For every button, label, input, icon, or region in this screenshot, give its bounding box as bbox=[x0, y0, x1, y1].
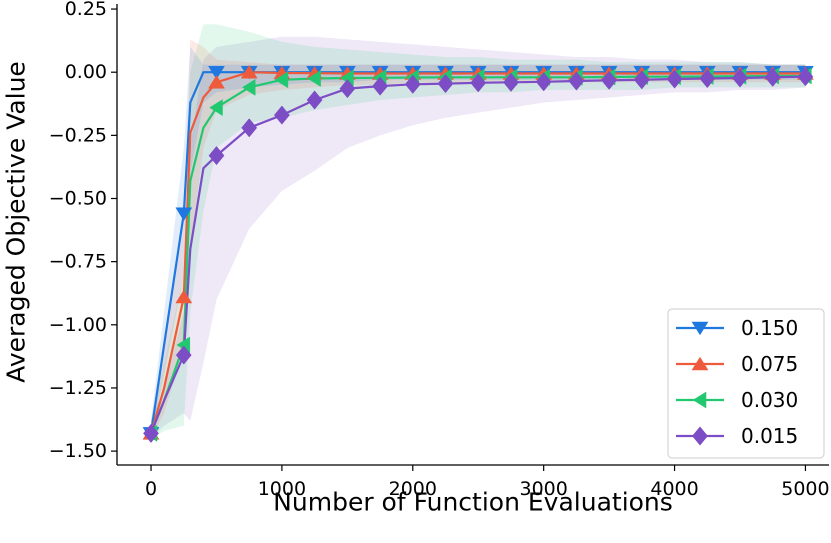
marker-series-0.030-6 bbox=[241, 78, 256, 96]
marker-series-0.015-2 bbox=[175, 345, 192, 365]
y-tick-label-2: −0.25 bbox=[49, 124, 107, 146]
marker-series-0.015-11 bbox=[404, 74, 421, 94]
marker-series-0.075-6 bbox=[240, 64, 258, 79]
x-tick-label-4: 4000 bbox=[650, 478, 698, 500]
y-axis-title: Averaged Objective Value bbox=[2, 61, 31, 383]
x-tick-label-2: 2000 bbox=[389, 478, 437, 500]
legend-box bbox=[667, 308, 825, 459]
marker-series-0.015-16 bbox=[568, 71, 585, 91]
marker-series-0.015-21 bbox=[732, 68, 748, 88]
marker-series-0.015-15 bbox=[535, 72, 552, 92]
marker-series-0.015-10 bbox=[372, 76, 389, 96]
band-series-0.015 bbox=[151, 36, 806, 439]
marker-series-0.015-7 bbox=[273, 105, 290, 125]
marker-series-0.015-14 bbox=[503, 72, 519, 92]
marker-series-0.015-20 bbox=[699, 68, 716, 89]
y-tick-label-0: 0.25 bbox=[65, 0, 107, 20]
y-tick-label-4: −0.75 bbox=[49, 251, 107, 273]
legend-item-0.030: 0.030 bbox=[676, 388, 798, 412]
legend-item-0.150: 0.150 bbox=[676, 316, 798, 340]
marker-series-0.075-5 bbox=[208, 75, 225, 89]
marker-series-0.030-7 bbox=[274, 71, 289, 89]
axis-ticks: 0 1000 2000 3000 4000 5000 0.25 0.00 −0.25 −0.50 −… bbox=[49, 0, 830, 500]
x-tick-label-1: 1000 bbox=[258, 478, 306, 500]
marker-series-0.015-22 bbox=[764, 67, 781, 87]
legend: 0.150 0.075 0.030 0.015 bbox=[667, 308, 825, 459]
legend-label-0.150: 0.150 bbox=[741, 316, 798, 340]
x-axis-title: Number of Function Evaluations bbox=[273, 488, 673, 517]
marker-series-0.015-6 bbox=[241, 118, 258, 138]
marker-series-0.015-19 bbox=[666, 69, 683, 89]
legend-item-0.015: 0.015 bbox=[676, 424, 798, 448]
marker-series-0.015-23 bbox=[797, 67, 814, 87]
band-series-0.030 bbox=[151, 24, 806, 439]
legend-label-0.075: 0.075 bbox=[741, 352, 798, 376]
y-tick-label-7: −1.50 bbox=[49, 440, 107, 462]
legend-label-0.015: 0.015 bbox=[741, 424, 798, 448]
marker-series-0.015-17 bbox=[601, 70, 618, 90]
marker-series-0.030-5 bbox=[209, 99, 223, 117]
legend-marker-0.015 bbox=[692, 426, 708, 446]
y-tick-label-3: −0.50 bbox=[49, 188, 107, 210]
x-tick-label-0: 0 bbox=[145, 478, 157, 500]
marker-series-0.075-2 bbox=[175, 289, 193, 304]
legend-marker-0.075 bbox=[691, 356, 709, 371]
marker-series-0.030-8 bbox=[307, 70, 321, 87]
marker-series-0.015-0 bbox=[143, 423, 159, 443]
x-tick-label-3: 3000 bbox=[519, 478, 567, 500]
legend-marker-0.030 bbox=[692, 391, 707, 409]
marker-series-0.015-13 bbox=[470, 73, 487, 93]
series-markers bbox=[142, 64, 814, 443]
marker-series-0.150-5 bbox=[208, 65, 225, 80]
y-tick-label-5: −1.00 bbox=[49, 314, 107, 336]
legend-item-0.075: 0.075 bbox=[676, 352, 798, 376]
marker-series-0.150-2 bbox=[175, 207, 193, 221]
marker-series-0.015-18 bbox=[633, 70, 650, 90]
legend-label-0.030: 0.030 bbox=[741, 388, 798, 412]
y-tick-label-1: 0.00 bbox=[65, 61, 107, 83]
x-tick-label-5: 5000 bbox=[781, 478, 829, 500]
marker-series-0.015-8 bbox=[306, 90, 323, 110]
marker-series-0.015-9 bbox=[339, 79, 356, 99]
marker-series-0.015-12 bbox=[437, 74, 454, 94]
y-tick-label-6: −1.25 bbox=[49, 377, 107, 399]
legend-marker-0.150 bbox=[691, 321, 709, 336]
marker-series-0.015-5 bbox=[208, 146, 225, 166]
